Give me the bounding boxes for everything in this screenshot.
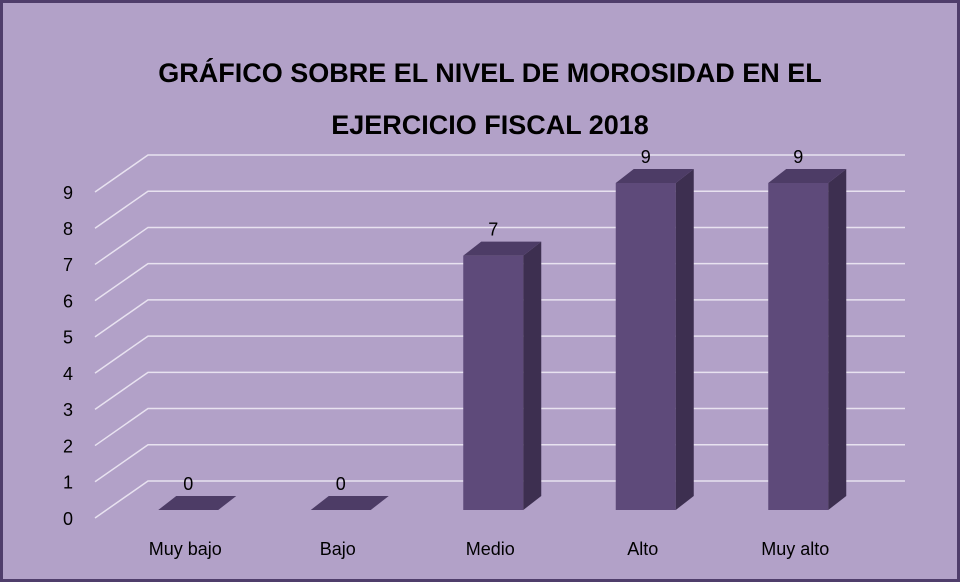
bar-top — [615, 169, 694, 183]
bar-front — [463, 255, 524, 510]
y-tick-label: 3 — [63, 400, 73, 420]
bar-front — [768, 183, 829, 510]
x-tick-label: Bajo — [320, 539, 356, 559]
bar-side — [675, 169, 694, 510]
y-tick-label: 2 — [63, 436, 73, 456]
y-tick-label: 6 — [63, 291, 73, 311]
data-label: 9 — [641, 147, 651, 167]
y-tick-label: 9 — [63, 183, 73, 203]
grid-line — [94, 154, 905, 193]
chart-title: EJERCICIO FISCAL 2018 — [331, 110, 649, 140]
y-tick-label: 0 — [63, 509, 73, 529]
x-tick-label: Medio — [466, 539, 515, 559]
data-label: 7 — [488, 219, 498, 239]
y-tick-label: 7 — [63, 255, 73, 275]
bar-top — [310, 496, 389, 510]
chart-title: GRÁFICO SOBRE EL NIVEL DE MOROSIDAD EN E… — [158, 57, 822, 88]
x-tick-label: Alto — [627, 539, 658, 559]
y-tick-label: 4 — [63, 364, 73, 384]
bar-side — [828, 169, 847, 510]
y-tick-label: 1 — [63, 473, 73, 493]
data-label: 9 — [793, 147, 803, 167]
bar-side — [523, 241, 542, 510]
y-tick-label: 8 — [63, 219, 73, 239]
bar-top — [463, 241, 542, 256]
bar-top — [158, 496, 237, 510]
bar-top — [768, 169, 847, 183]
data-label: 0 — [183, 474, 193, 494]
x-tick-label: Muy alto — [761, 539, 829, 559]
x-tick-label: Muy bajo — [149, 539, 222, 559]
data-label: 0 — [336, 474, 346, 494]
y-tick-label: 5 — [63, 328, 73, 348]
bar-front — [615, 183, 676, 510]
